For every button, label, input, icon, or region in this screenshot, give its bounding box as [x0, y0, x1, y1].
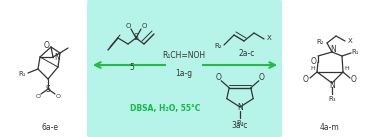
Text: 2a-c: 2a-c: [239, 48, 255, 58]
Text: O: O: [259, 73, 265, 82]
Text: O: O: [36, 93, 40, 99]
Text: N: N: [237, 103, 243, 112]
Text: R₂: R₂: [316, 39, 324, 45]
Text: N: N: [330, 45, 336, 54]
Text: 1a-g: 1a-g: [175, 69, 192, 79]
Text: H: H: [311, 65, 315, 71]
Text: H: H: [345, 65, 349, 71]
Text: N: N: [329, 81, 335, 89]
Text: O: O: [303, 75, 309, 85]
Text: 3a-c: 3a-c: [232, 122, 248, 131]
Text: 5: 5: [130, 62, 135, 72]
Text: S: S: [134, 34, 138, 42]
Text: R₃: R₃: [328, 96, 336, 102]
Text: S: S: [46, 85, 50, 93]
Text: O: O: [215, 73, 221, 82]
Text: R₃: R₃: [236, 120, 244, 126]
FancyBboxPatch shape: [87, 0, 282, 137]
Text: O: O: [125, 23, 131, 29]
Text: O: O: [44, 41, 50, 49]
Text: 4a-m: 4a-m: [320, 122, 340, 132]
Text: R₂: R₂: [214, 43, 222, 49]
Text: O: O: [56, 93, 60, 99]
Text: DBSA, H₂O, 55°C: DBSA, H₂O, 55°C: [130, 105, 200, 113]
Text: X: X: [348, 38, 352, 44]
Text: R₁: R₁: [18, 71, 26, 77]
Text: O: O: [311, 58, 317, 66]
Text: O: O: [141, 23, 147, 29]
Text: R₁: R₁: [351, 49, 359, 55]
Text: 6a-e: 6a-e: [42, 122, 59, 132]
Text: O: O: [351, 75, 357, 85]
Text: N: N: [54, 52, 60, 62]
Text: X: X: [266, 35, 271, 41]
Text: R₁CH=NOH: R₁CH=NOH: [163, 51, 206, 59]
